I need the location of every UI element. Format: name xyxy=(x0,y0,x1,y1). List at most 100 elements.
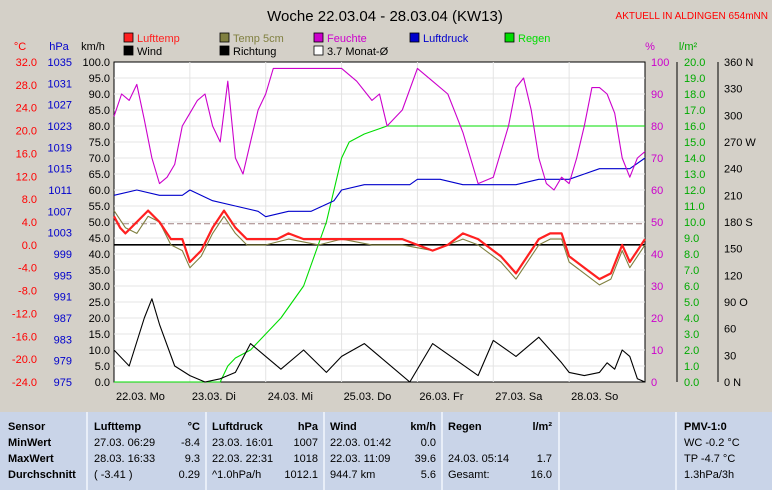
direction-tick-label: 300 xyxy=(724,110,742,122)
humidity-axis-unit: % xyxy=(645,41,655,53)
row-label-min: MinWert xyxy=(8,437,52,449)
rain-tick-label: 3.0 xyxy=(684,329,699,341)
temp-tick-label: -20.0 xyxy=(12,354,37,366)
rain-tick-label: 9.0 xyxy=(684,233,699,245)
wind-tick-label: 35.0 xyxy=(89,265,110,277)
unit-regen: l/m² xyxy=(532,421,552,433)
wind-tick-label: 40.0 xyxy=(89,249,110,261)
luftdruck-min-value: 1007 xyxy=(293,437,318,449)
lufttemp-avg-value: 0.29 xyxy=(178,469,200,481)
rain-tick-label: 19.0 xyxy=(684,73,705,85)
header-sensor: Sensor xyxy=(8,421,46,433)
rain-tick-label: 10.0 xyxy=(684,217,705,229)
rain-tick-label: 1.0 xyxy=(684,361,699,373)
direction-tick-label: 360 N xyxy=(724,57,753,69)
x-tick-label: 26.03. Fr xyxy=(419,391,463,403)
rain-tick-label: 8.0 xyxy=(684,249,699,261)
pressure-tick-label: 987 xyxy=(54,313,72,325)
x-tick-label: 22.03. Mo xyxy=(116,391,165,403)
temp-tick-label: -12.0 xyxy=(12,308,37,320)
wind-avg-value: 5.6 xyxy=(420,469,436,481)
temp-tick-label: -24.0 xyxy=(12,377,37,389)
direction-tick-label: 150 xyxy=(724,244,742,256)
regen-max-time: 24.03. 05:14 xyxy=(448,453,510,465)
series-regen xyxy=(114,125,645,383)
pmv-pressure-trend: 1.3hPa/3h xyxy=(684,469,735,481)
luftdruck-avg-value: 1012.1 xyxy=(284,469,318,481)
lufttemp-max-time: 28.03. 16:33 xyxy=(94,453,156,465)
direction-tick-label: 240 xyxy=(724,164,742,176)
x-axis-labels: 22.03. Mo 23.03. Di 24.03. Mi 25.03. Do 26.0… xyxy=(116,391,618,403)
rain-tick-label: 0.0 xyxy=(684,377,699,389)
humidity-tick-label: 90 xyxy=(651,89,663,101)
grid xyxy=(114,62,645,382)
x-tick-label: 28.03. So xyxy=(571,391,618,403)
regen-total-value: 16.0 xyxy=(530,469,552,481)
statistics-table: Sensor MinWert MaxWert Durchschnitt Luft… xyxy=(0,412,772,490)
wind-tick-label: 30.0 xyxy=(89,281,110,293)
rain-tick-label: 4.0 xyxy=(684,313,699,325)
wind-min-time: 22.03. 01:42 xyxy=(330,437,392,449)
pmv-windchill: WC -0.2 °C xyxy=(684,437,740,449)
legend-swatch xyxy=(409,32,420,43)
humidity-tick-label: 30 xyxy=(651,281,663,293)
row-label-avg: Durchschnitt xyxy=(8,469,76,481)
lufttemp-min-value: -8.4 xyxy=(181,437,200,449)
wind-tick-label: 50.0 xyxy=(89,217,110,229)
humidity-tick-label: 80 xyxy=(651,121,663,133)
wind-tick-label: 15.0 xyxy=(89,329,110,341)
row-label-max: MaxWert xyxy=(8,453,54,465)
direction-tick-label: 270 W xyxy=(724,137,756,149)
header-pmv: PMV-1:0 xyxy=(684,421,727,433)
legend-label: Feuchte xyxy=(327,33,367,45)
rain-tick-label: 11.0 xyxy=(684,201,705,213)
header-luftdruck: Luftdruck xyxy=(212,421,263,433)
lufttemp-min-time: 27.03. 06:29 xyxy=(94,437,156,449)
header-lufttemp: Lufttemp xyxy=(94,421,142,433)
rain-tick-label: 12.0 xyxy=(684,185,705,197)
temp-axis-unit: °C xyxy=(14,41,26,53)
left-axes: 32.0 28.0 24.0 20.0 16.0 12.0 8.0 4.0 0.0 -4.0 -8.… xyxy=(12,57,110,389)
rain-axis-unit: l/m² xyxy=(679,41,698,53)
legend-swatch xyxy=(313,32,324,43)
rain-tick-label: 5.0 xyxy=(684,297,699,309)
humidity-tick-label: 10 xyxy=(651,345,663,357)
temp-tick-label: -8.0 xyxy=(18,286,37,298)
humidity-tick-label: 100 xyxy=(651,57,669,69)
chart-subtitle: AKTUELL IN ALDINGEN 654mNN xyxy=(616,11,768,22)
x-tick-label: 27.03. Sa xyxy=(495,391,543,403)
wind-tick-label: 45.0 xyxy=(89,233,110,245)
legend-label: 3.7 Monat-Ø xyxy=(327,46,389,58)
direction-tick-label: 120 xyxy=(724,270,742,282)
x-tick-label: 23.03. Di xyxy=(192,391,236,403)
rain-tick-label: 2.0 xyxy=(684,345,699,357)
direction-tick-label: 30 xyxy=(724,350,736,362)
legend-swatch xyxy=(123,32,134,43)
pressure-tick-label: 1003 xyxy=(48,228,72,240)
legend-label: Richtung xyxy=(233,46,276,58)
wind-tick-label: 90.0 xyxy=(89,89,110,101)
pressure-axis-unit: hPa xyxy=(49,41,69,53)
direction-tick-label: 60 xyxy=(724,324,736,336)
lufttemp-max-value: 9.3 xyxy=(184,453,200,465)
series-group xyxy=(113,67,646,383)
wind-max-time: 22.03. 11:09 xyxy=(330,453,391,465)
legend-label: Lufttemp xyxy=(137,33,180,45)
luftdruck-min-time: 23.03. 16:01 xyxy=(212,437,274,449)
luftdruck-max-value: 1018 xyxy=(293,453,318,465)
legend-label: Wind xyxy=(137,46,162,58)
wind-tick-label: 55.0 xyxy=(89,201,110,213)
header-regen: Regen xyxy=(448,421,482,433)
rain-tick-label: 18.0 xyxy=(684,89,705,101)
regen-max-value: 1.7 xyxy=(536,453,552,465)
luftdruck-trend: ^1.0hPa/h xyxy=(212,469,262,481)
pressure-tick-label: 991 xyxy=(54,292,72,304)
temp-tick-label: 24.0 xyxy=(16,103,37,115)
legend: Lufttemp Temp 5cm Feuchte Luftdruck Regen Win… xyxy=(123,32,550,58)
pressure-tick-label: 983 xyxy=(54,334,72,346)
unit-wind: km/h xyxy=(410,421,436,433)
legend-label: Regen xyxy=(518,33,550,45)
wind-tick-label: 100.0 xyxy=(82,57,110,69)
direction-tick-label: 330 xyxy=(724,84,742,96)
wind-tick-label: 85.0 xyxy=(89,105,110,117)
